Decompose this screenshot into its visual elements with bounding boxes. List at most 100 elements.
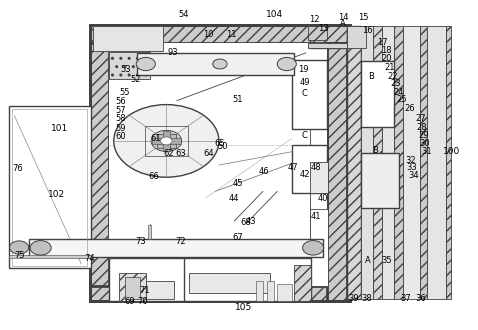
Text: 53: 53: [120, 65, 130, 74]
Text: 56: 56: [115, 97, 126, 106]
Bar: [382, 26, 394, 299]
Text: 29: 29: [418, 131, 429, 140]
Text: 67: 67: [233, 233, 243, 242]
Text: 42: 42: [300, 170, 310, 180]
Text: 25: 25: [396, 95, 407, 105]
Bar: [446, 26, 451, 299]
Bar: [327, 43, 347, 301]
Bar: [119, 273, 146, 301]
Text: 49: 49: [300, 78, 310, 87]
Text: 74: 74: [85, 253, 95, 263]
Text: 10: 10: [203, 30, 213, 39]
Bar: [292, 60, 327, 129]
Text: 60: 60: [115, 132, 126, 142]
Bar: [90, 25, 350, 43]
Text: 58: 58: [115, 114, 126, 123]
Text: C: C: [301, 88, 307, 98]
Text: 12: 12: [309, 15, 319, 24]
Text: A: A: [340, 19, 346, 28]
Text: 26: 26: [405, 104, 415, 114]
Text: 71: 71: [139, 286, 150, 295]
Text: 105: 105: [235, 303, 252, 312]
Text: 21: 21: [385, 63, 395, 72]
Text: 70: 70: [137, 297, 148, 307]
Text: 63: 63: [175, 149, 186, 158]
Bar: [277, 284, 292, 301]
Bar: [125, 277, 140, 299]
Bar: [373, 26, 382, 299]
Text: 59: 59: [115, 123, 126, 133]
Bar: [148, 225, 151, 239]
Circle shape: [303, 241, 324, 255]
Bar: [394, 26, 403, 299]
Circle shape: [136, 57, 155, 71]
Text: 54: 54: [179, 10, 189, 19]
Bar: [310, 162, 328, 193]
Text: 13: 13: [318, 23, 328, 33]
Text: 50: 50: [217, 142, 228, 151]
Text: 11: 11: [226, 30, 236, 39]
Bar: [256, 281, 263, 301]
Bar: [9, 106, 91, 268]
Text: 66: 66: [149, 172, 159, 181]
Text: 51: 51: [233, 94, 243, 104]
Bar: [361, 153, 399, 208]
Text: 43: 43: [245, 217, 256, 226]
Text: 61: 61: [151, 134, 161, 143]
Text: 36: 36: [415, 294, 426, 303]
Bar: [361, 26, 373, 299]
Bar: [267, 281, 274, 301]
Bar: [361, 61, 394, 127]
Circle shape: [151, 130, 182, 151]
Text: 104: 104: [266, 10, 283, 19]
Bar: [145, 126, 188, 156]
Text: 52: 52: [130, 75, 141, 84]
Text: 73: 73: [135, 237, 146, 246]
Text: 16: 16: [362, 26, 372, 35]
Text: 57: 57: [115, 106, 126, 115]
Text: 27: 27: [415, 114, 426, 123]
Text: 35: 35: [381, 256, 391, 265]
Text: 72: 72: [175, 237, 186, 246]
Bar: [310, 209, 328, 286]
Text: B: B: [368, 72, 374, 81]
Text: 38: 38: [362, 294, 372, 303]
Text: 45: 45: [233, 179, 243, 188]
Bar: [152, 138, 181, 144]
Bar: [29, 239, 323, 257]
Bar: [294, 265, 311, 301]
Bar: [427, 26, 446, 299]
Text: 65: 65: [215, 139, 225, 148]
Text: 39: 39: [348, 294, 359, 303]
Bar: [109, 43, 327, 286]
Text: A: A: [365, 256, 371, 265]
Bar: [137, 53, 294, 75]
Circle shape: [30, 241, 51, 255]
Text: 22: 22: [388, 72, 398, 81]
Text: 24: 24: [394, 88, 404, 97]
Bar: [93, 26, 163, 51]
Text: 68: 68: [241, 218, 251, 227]
Bar: [109, 52, 150, 79]
Bar: [347, 26, 361, 299]
Text: 44: 44: [229, 194, 239, 203]
Text: 75: 75: [14, 251, 24, 260]
Bar: [308, 43, 347, 48]
Text: 62: 62: [163, 149, 174, 158]
Text: 41: 41: [310, 212, 321, 221]
Bar: [146, 280, 174, 299]
Text: 34: 34: [409, 171, 419, 180]
Bar: [184, 258, 311, 301]
Text: 102: 102: [48, 189, 65, 199]
Bar: [12, 109, 87, 266]
Text: 64: 64: [203, 149, 214, 158]
Text: 55: 55: [119, 88, 130, 97]
Circle shape: [213, 59, 227, 69]
Text: 37: 37: [400, 294, 411, 303]
Text: 40: 40: [318, 194, 328, 203]
Bar: [308, 26, 327, 40]
Text: 31: 31: [421, 147, 432, 156]
Text: 20: 20: [381, 54, 391, 63]
Bar: [292, 145, 327, 193]
Bar: [157, 134, 176, 148]
